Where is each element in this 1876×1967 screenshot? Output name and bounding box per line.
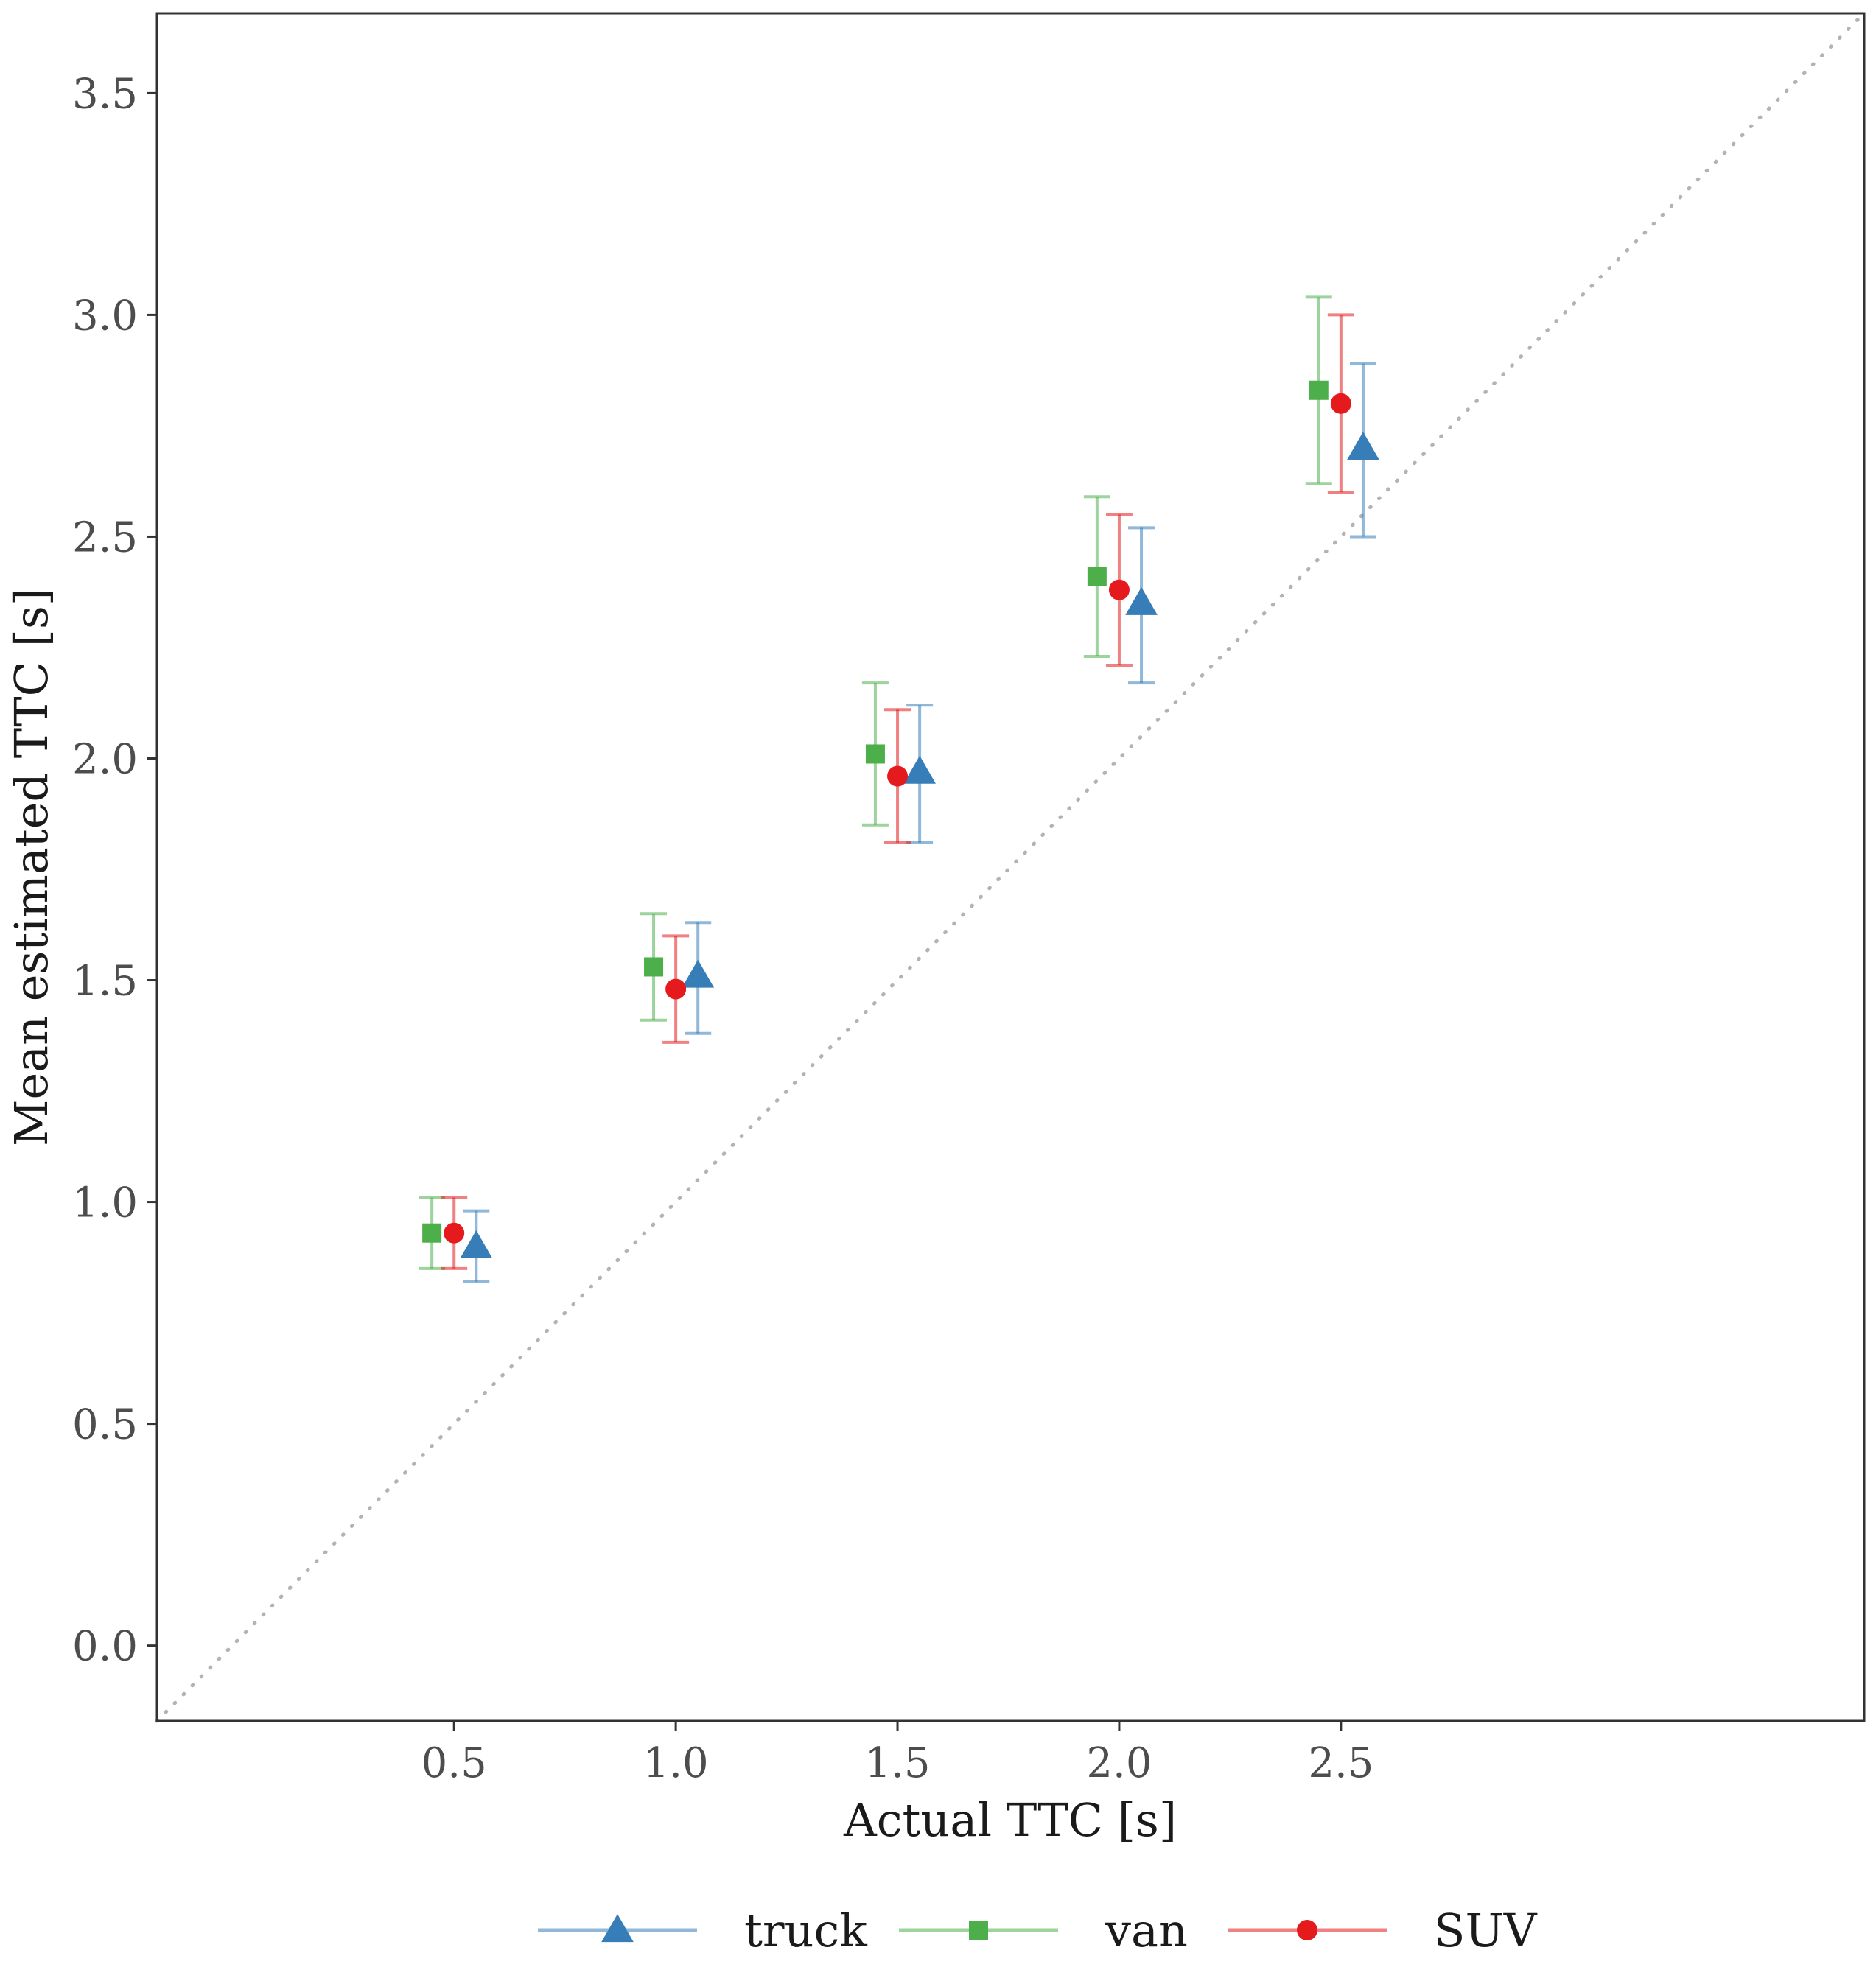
x-tick-label: 1.5 <box>865 1739 931 1787</box>
y-tick-label: 2.0 <box>72 735 138 783</box>
x-tick-label: 2.0 <box>1086 1739 1152 1787</box>
legend-label: truck <box>744 1904 867 1957</box>
x-axis-title: Actual TTC [s] <box>843 1793 1177 1847</box>
series-truck <box>460 362 1379 1283</box>
data-point <box>1330 393 1351 414</box>
legend-label: van <box>1105 1904 1188 1957</box>
x-tick-label: 2.5 <box>1308 1739 1373 1787</box>
legend-item-truck: truck <box>538 1904 867 1957</box>
data-point <box>1108 579 1130 600</box>
y-axis-title: Mean estimated TTC [s] <box>4 588 58 1146</box>
data-point <box>460 1230 493 1258</box>
y-tick-label: 3.5 <box>72 70 138 118</box>
data-point <box>903 755 936 784</box>
y-tick-label: 3.0 <box>72 292 138 340</box>
data-point <box>887 765 909 787</box>
legend-item-van: van <box>899 1904 1188 1957</box>
series-layer <box>419 295 1379 1283</box>
data-point <box>422 1223 442 1243</box>
y-tick-label: 0.5 <box>72 1401 138 1449</box>
y-tick-label: 1.0 <box>72 1179 138 1227</box>
reference-line-layer <box>155 11 1866 1723</box>
legend-label: SUV <box>1434 1904 1538 1957</box>
x-tick-label: 1.0 <box>643 1739 709 1787</box>
identity-reference-line <box>155 11 1866 1723</box>
legend-item-suv: SUV <box>1228 1904 1538 1957</box>
x-tick-label: 0.5 <box>421 1739 487 1787</box>
series-suv <box>441 313 1354 1270</box>
legend-key-marker <box>969 1921 988 1940</box>
y-axis: 0.0 0.5 1.0 1.5 2.0 2.5 3.0 3.5 <box>72 70 157 1671</box>
y-tick-label: 2.5 <box>72 513 138 561</box>
data-point <box>865 744 885 764</box>
y-tick-label: 0.0 <box>72 1623 138 1671</box>
data-point <box>1347 432 1379 460</box>
data-point <box>444 1222 465 1244</box>
data-point <box>1309 380 1329 400</box>
y-tick-label: 1.5 <box>72 958 138 1006</box>
data-point <box>1125 586 1158 615</box>
data-point <box>1087 567 1107 586</box>
data-point <box>644 957 664 977</box>
data-point <box>665 978 687 1000</box>
legend-key-marker <box>1297 1920 1317 1940</box>
data-point <box>682 959 715 988</box>
legend-key-marker <box>601 1914 634 1943</box>
series-van <box>419 295 1332 1270</box>
x-axis: 0.5 1.0 1.5 2.0 2.5 <box>421 1721 1373 1787</box>
plot-panel-border <box>155 12 1866 1722</box>
legend: truck van SUV <box>538 1904 1538 1957</box>
